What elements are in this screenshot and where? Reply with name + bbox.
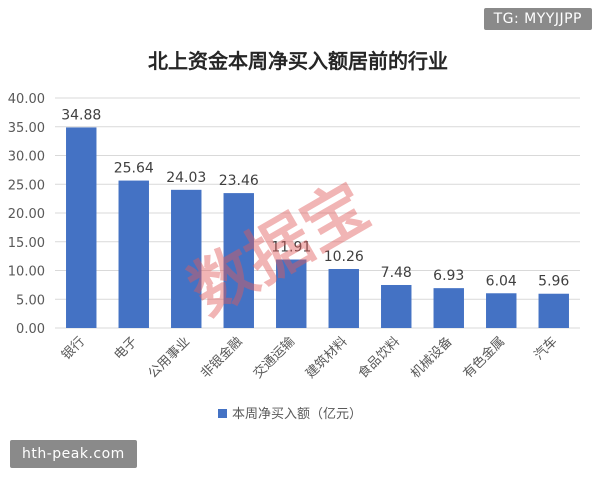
y-tick-label: 5.00: [16, 293, 45, 308]
data-label: 10.26: [324, 249, 364, 265]
bar: [433, 288, 464, 328]
watermark-badge-top-right: TG: MYYJJPP: [483, 8, 592, 30]
y-tick-label: 20.00: [8, 207, 45, 222]
y-tick-label: 15.00: [8, 236, 45, 251]
x-tick-label: 汽车: [531, 334, 561, 364]
x-tick-label: 食品饮料: [355, 334, 403, 382]
x-axis-ticks: 银行 电子 公用事业 非银金融 交通运输 建筑材料 食品饮料 机械设备 有色金属 汽车: [59, 334, 561, 382]
x-tick-label: 公用事业: [146, 334, 193, 381]
data-label: 34.88: [61, 107, 101, 123]
bar: [538, 293, 569, 328]
bar: [118, 180, 149, 328]
bar: [223, 193, 254, 328]
y-tick-label: 35.00: [8, 121, 45, 136]
bar: [171, 189, 202, 328]
y-tick-label: 10.00: [8, 265, 45, 280]
y-tick-label: 30.00: [8, 150, 45, 165]
data-label: 6.93: [433, 268, 464, 284]
bar: [66, 127, 97, 328]
x-tick-label: 交通运输: [250, 334, 298, 382]
watermark-badge-bottom-left: hth-peak.com: [10, 440, 137, 468]
legend-swatch: [218, 409, 227, 418]
x-tick-label: 建筑材料: [302, 334, 350, 382]
chart-title: 北上资金本周净买入额居前的行业: [148, 49, 448, 73]
x-tick-label: 机械设备: [407, 334, 455, 382]
bar: [328, 269, 359, 328]
data-label: 25.64: [114, 161, 154, 177]
x-tick-label: 有色金属: [460, 334, 508, 382]
bar: [486, 293, 517, 328]
bar: [381, 284, 412, 328]
legend-label: 本周净买入额（亿元）: [232, 407, 362, 422]
bar: [276, 259, 307, 328]
data-label: 5.96: [538, 274, 569, 290]
bars: [66, 127, 569, 328]
data-label: 6.04: [486, 273, 517, 289]
y-tick-label: 0.00: [16, 322, 45, 337]
data-labels: 34.88 25.64 24.03 23.46 11.91 10.26 7.48 6.93 6.…: [61, 107, 569, 289]
x-tick-label: 非银金融: [197, 334, 245, 382]
data-label: 11.91: [271, 240, 311, 256]
x-tick-label: 银行: [59, 334, 88, 363]
data-label: 7.48: [381, 265, 412, 281]
data-label: 24.03: [166, 170, 206, 186]
legend: 本周净买入额（亿元）: [218, 407, 362, 422]
y-tick-label: 40.00: [8, 92, 45, 107]
y-axis-ticks: 0.00 5.00 10.00 15.00 20.00 25.00 30.00 35.00 40…: [8, 92, 45, 337]
y-tick-label: 25.00: [8, 178, 45, 193]
x-tick-label: 电子: [112, 334, 141, 363]
data-label: 23.46: [219, 173, 259, 189]
